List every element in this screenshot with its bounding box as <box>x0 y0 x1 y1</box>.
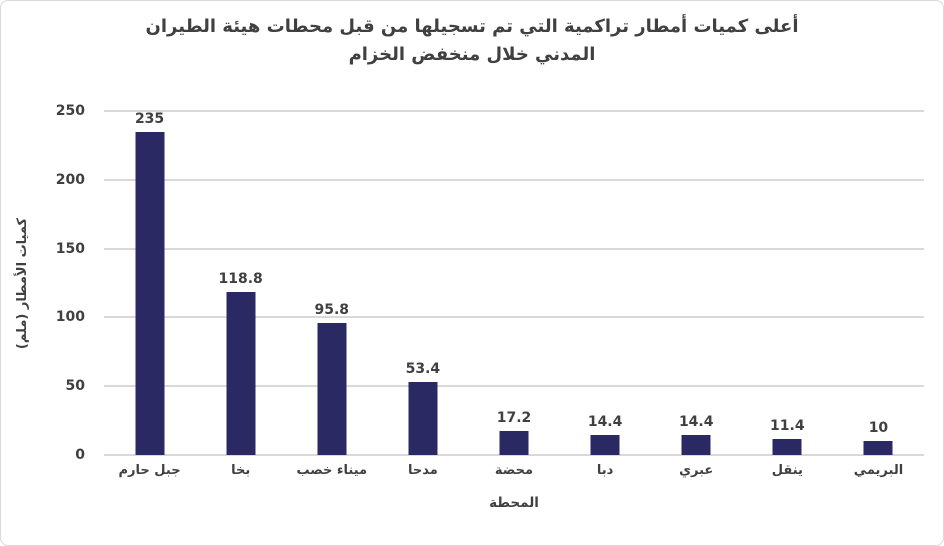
bar-slot: 17.2 <box>468 111 559 455</box>
plot-area: 235 118.8 95.8 53.4 17.2 14.4 14.4 11.4 10 <box>104 110 924 456</box>
bar-value-label: 95.8 <box>314 302 350 319</box>
bar-value-label: 118.8 <box>218 270 263 287</box>
bar <box>772 439 802 455</box>
category-label: ينقل <box>771 463 803 478</box>
category-label: مدحا <box>407 463 438 478</box>
category-label: بخا <box>231 463 251 478</box>
x-axis-title: المحطة <box>489 495 539 511</box>
bar-slot: 10 <box>833 111 924 455</box>
bar <box>499 431 529 455</box>
bar-value-label: 17.2 <box>496 410 532 427</box>
bar-slot: 95.8 <box>286 111 377 455</box>
gridline <box>104 385 924 388</box>
chart-title: أعلى كميات أمطار تراكمية التي تم تسجيلها… <box>1 13 943 69</box>
bar <box>135 131 165 455</box>
y-axis-ticks: 0 50 100 150 200 250 <box>1 103 91 463</box>
bar-value-label: 14.4 <box>678 414 714 431</box>
gridline <box>104 247 924 250</box>
x-axis-category-labels: جبل حارم بخا ميناء خصب مدحا محضة دبا عبري ينقل ا… <box>104 463 924 478</box>
bars: 235 118.8 95.8 53.4 17.2 14.4 14.4 11.4 10 <box>104 111 924 455</box>
bar <box>681 435 711 455</box>
chart-title-line2: المدني خلال منخفض الخزام <box>348 44 596 65</box>
bar <box>408 381 438 455</box>
bar-slot: 235 <box>104 111 195 455</box>
category-label: محضة <box>494 463 534 478</box>
bar-slot: 118.8 <box>195 111 286 455</box>
y-tick-label: 100 <box>55 309 85 326</box>
y-tick-label: 250 <box>55 103 85 119</box>
bar <box>317 323 347 455</box>
gridline <box>104 110 924 112</box>
bar-value-label: 14.4 <box>587 414 623 431</box>
category-label: دبا <box>596 463 614 478</box>
bar-slot: 53.4 <box>377 111 468 455</box>
bar-value-label: 235 <box>134 110 165 127</box>
gridline <box>104 316 924 319</box>
bar-slot: 14.4 <box>560 111 651 455</box>
x-axis-line <box>104 454 924 456</box>
bar-slot: 11.4 <box>742 111 833 455</box>
bar-value-label: 10 <box>868 420 889 437</box>
bar <box>590 435 620 455</box>
bar <box>863 441 893 455</box>
bar-slot: 14.4 <box>651 111 742 455</box>
category-label: عبري <box>679 463 714 478</box>
y-tick-label: 150 <box>55 240 85 257</box>
y-tick-label: 0 <box>75 447 85 463</box>
category-label: البريمي <box>853 463 904 478</box>
y-tick-label: 50 <box>65 378 85 395</box>
chart-title-line1: أعلى كميات أمطار تراكمية التي تم تسجيلها… <box>145 16 799 37</box>
bar-value-label: 11.4 <box>770 418 805 435</box>
category-label: جبل حارم <box>118 463 181 478</box>
bar <box>226 291 256 455</box>
bar-value-label: 53.4 <box>405 360 441 377</box>
gridline <box>104 178 924 181</box>
category-label: ميناء خصب <box>296 463 368 478</box>
y-tick-label: 200 <box>55 171 85 188</box>
